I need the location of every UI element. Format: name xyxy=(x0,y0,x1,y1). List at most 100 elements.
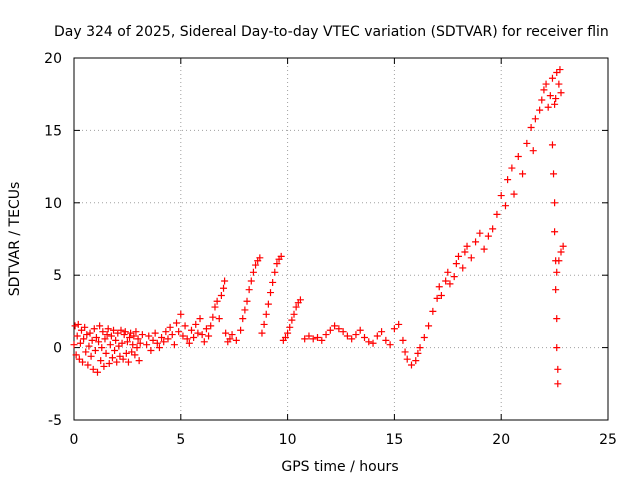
data-point xyxy=(129,341,137,349)
data-point xyxy=(403,355,411,363)
data-point xyxy=(86,329,94,337)
data-point xyxy=(103,331,111,339)
data-point xyxy=(183,335,191,343)
data-point xyxy=(538,96,546,104)
data-point xyxy=(489,225,497,233)
data-point xyxy=(111,346,119,354)
data-point xyxy=(288,316,296,324)
data-point xyxy=(243,297,251,305)
data-point xyxy=(553,315,561,323)
data-point xyxy=(249,268,257,276)
data-point xyxy=(369,339,377,347)
data-point xyxy=(442,277,450,285)
data-point xyxy=(412,357,420,365)
data-point xyxy=(134,335,142,343)
data-point xyxy=(542,80,550,88)
data-point xyxy=(523,139,531,147)
data-point xyxy=(414,349,422,357)
data-point xyxy=(93,368,101,376)
y-tick-label: 0 xyxy=(53,341,62,357)
data-point xyxy=(100,362,108,370)
data-point xyxy=(81,323,89,331)
data-point xyxy=(356,326,364,334)
data-point xyxy=(207,322,215,330)
data-point xyxy=(73,332,81,340)
x-tick-label: 10 xyxy=(279,432,297,448)
data-point xyxy=(90,325,98,333)
data-point xyxy=(504,176,512,184)
data-point xyxy=(170,341,178,349)
data-point xyxy=(484,232,492,240)
data-point xyxy=(519,170,527,178)
data-point xyxy=(72,351,80,359)
data-point xyxy=(99,328,107,336)
data-point xyxy=(205,332,213,340)
data-point xyxy=(211,303,219,311)
data-point xyxy=(264,300,272,308)
data-point xyxy=(92,333,100,341)
data-point xyxy=(226,335,234,343)
data-point xyxy=(76,339,84,347)
data-point xyxy=(386,341,394,349)
data-point xyxy=(147,346,155,354)
y-axis-title: SDTVAR / TECUs xyxy=(7,182,23,297)
data-point xyxy=(133,344,141,352)
data-point xyxy=(108,354,116,362)
data-point xyxy=(459,264,467,272)
data-point xyxy=(104,325,112,333)
data-point xyxy=(256,254,264,262)
data-point xyxy=(433,294,441,302)
data-point xyxy=(164,335,172,343)
data-point xyxy=(339,328,347,336)
data-point xyxy=(124,358,132,366)
data-point xyxy=(131,351,139,359)
data-point xyxy=(444,268,452,276)
data-point xyxy=(119,355,127,363)
data-point xyxy=(554,380,562,388)
data-point xyxy=(292,303,300,311)
data-point xyxy=(540,86,548,94)
data-point xyxy=(544,103,552,111)
data-point xyxy=(514,152,522,160)
data-point xyxy=(497,192,505,200)
data-point xyxy=(352,331,360,339)
x-axis-title: GPS time / hours xyxy=(281,459,398,475)
data-point xyxy=(365,338,373,346)
data-point xyxy=(258,329,266,337)
plot-frame xyxy=(73,57,609,421)
x-tick-label: 20 xyxy=(492,432,510,448)
data-point xyxy=(452,260,460,268)
data-point xyxy=(200,338,208,346)
data-point xyxy=(437,291,445,299)
data-point xyxy=(252,261,260,269)
data-point xyxy=(79,358,87,366)
data-point xyxy=(177,310,185,318)
data-point xyxy=(546,92,554,100)
data-point xyxy=(168,331,176,339)
data-point xyxy=(461,248,469,256)
data-point xyxy=(126,333,134,341)
data-point xyxy=(399,336,407,344)
data-point xyxy=(318,336,326,344)
data-point xyxy=(82,348,90,356)
data-point xyxy=(262,310,270,318)
data-point xyxy=(71,322,79,330)
data-point xyxy=(187,326,195,334)
data-point xyxy=(190,333,198,341)
data-point xyxy=(80,335,88,343)
data-point xyxy=(555,80,563,88)
data-point xyxy=(284,329,292,337)
data-point xyxy=(179,332,187,340)
data-point xyxy=(98,344,106,352)
y-tick-label: 10 xyxy=(44,196,62,212)
data-point xyxy=(271,268,279,276)
data-point xyxy=(237,326,245,334)
data-point xyxy=(551,228,559,236)
data-point xyxy=(273,260,281,268)
data-point xyxy=(551,100,559,108)
data-point xyxy=(435,283,443,291)
data-point xyxy=(331,322,339,330)
data-point xyxy=(290,310,298,318)
data-point xyxy=(105,360,113,368)
data-point xyxy=(194,329,202,337)
